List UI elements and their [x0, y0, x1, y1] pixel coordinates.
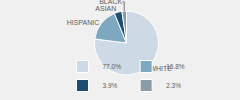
svg-text:ASIAN: ASIAN: [95, 5, 116, 12]
svg-text:BLACK: BLACK: [99, 0, 122, 5]
svg-text:WHITE: WHITE: [149, 65, 172, 73]
svg-text:2.3%: 2.3%: [166, 82, 181, 89]
svg-text:3.9%: 3.9%: [103, 82, 118, 89]
svg-text:16.8%: 16.8%: [166, 63, 185, 70]
svg-text:77.0%: 77.0%: [103, 63, 122, 70]
svg-text:HISPANIC: HISPANIC: [67, 19, 100, 26]
